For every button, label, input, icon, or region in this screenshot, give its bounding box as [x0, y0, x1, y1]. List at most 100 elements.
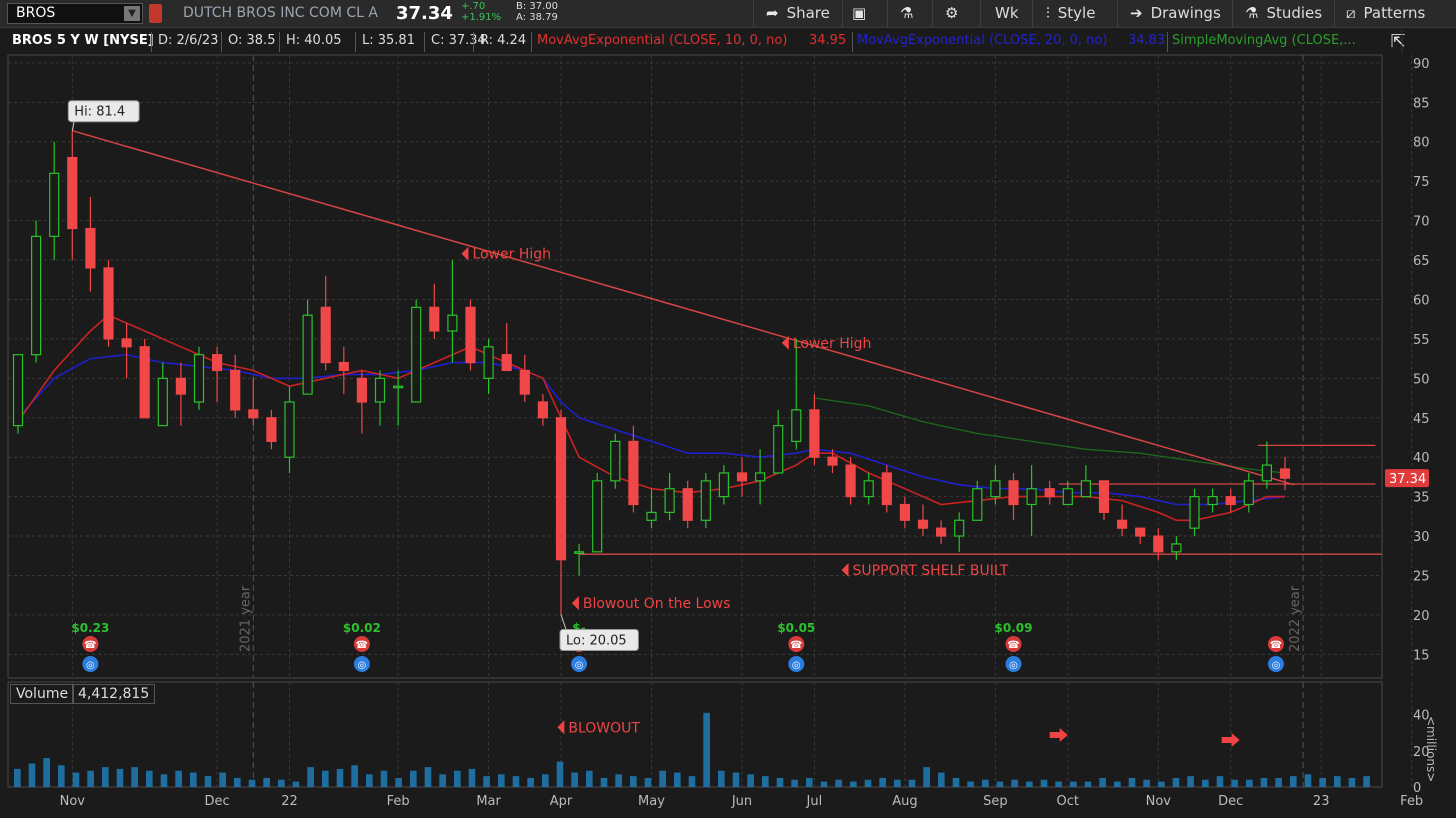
volume-bar: [996, 781, 1004, 787]
candle: [483, 338, 494, 395]
volume-bar: [1231, 779, 1238, 787]
y-tick-label: 35: [1413, 491, 1430, 506]
candle: [1098, 480, 1110, 521]
candle: [954, 512, 965, 552]
volume-bar: [732, 772, 740, 787]
camera-icon: ▣: [852, 4, 867, 22]
y-tick-label: 25: [1413, 569, 1430, 584]
candle-body: [1279, 468, 1291, 479]
share-label: Share: [786, 4, 830, 22]
dividend-label: $0.09: [995, 621, 1033, 635]
candle: [501, 323, 512, 372]
candle-body: [1062, 488, 1073, 506]
candle-body: [881, 472, 892, 506]
volume-bar: [1216, 776, 1224, 787]
last-price: 37.34: [396, 3, 453, 24]
volume-bar: [87, 770, 94, 787]
studies-button[interactable]: ⚗ Studies: [1245, 4, 1322, 24]
x-tick-label: Dec: [1218, 794, 1243, 809]
share-button[interactable]: ➦ Share: [766, 4, 830, 24]
ema10-study-label[interactable]: MovAvgExponential (CLOSE, 10, 0, no): [537, 33, 788, 48]
volume-bar: [556, 761, 564, 787]
volume-bar: [1187, 776, 1194, 787]
earnings-icon: [353, 656, 370, 672]
candle: [1171, 536, 1182, 560]
dividend-icon: [1005, 636, 1022, 652]
candle-body: [1189, 496, 1200, 529]
candle-body: [374, 377, 386, 403]
percent-change: +1.91%: [461, 12, 502, 23]
timeframe-button[interactable]: Wk: [995, 4, 1019, 24]
volume-bar: [1084, 781, 1092, 787]
link-group-icon[interactable]: [149, 4, 162, 23]
settings-button[interactable]: ⚙: [945, 4, 966, 24]
candle: [917, 504, 929, 537]
candle: [1189, 488, 1200, 537]
phone-icon: ☎: [1007, 640, 1019, 651]
x-tick-label: Feb: [387, 794, 410, 809]
pattern-icon: ⧄: [1346, 4, 1356, 22]
y-tick-label: 15: [1413, 648, 1430, 663]
studies-label: Studies: [1266, 4, 1323, 22]
y-tick-label: 20: [1413, 609, 1430, 624]
volume-bar: [1275, 777, 1282, 787]
volume-bar: [835, 779, 842, 787]
snapshot-button[interactable]: ▣: [852, 4, 874, 24]
candle: [809, 394, 820, 466]
candle: [1207, 488, 1218, 513]
patterns-button[interactable]: ⧄ Patterns: [1346, 4, 1425, 24]
volume-bar: [58, 765, 65, 787]
volume-bar: [366, 774, 373, 787]
sma-study-label[interactable]: SimpleMovingAvg (CLOSE,...: [1172, 33, 1356, 48]
candle-body: [1171, 543, 1182, 553]
candle: [284, 386, 295, 473]
earnings-icon: [1005, 656, 1022, 672]
candle-body: [1207, 496, 1218, 506]
candle: [791, 338, 802, 450]
ema20-study-label[interactable]: MovAvgExponential (CLOSE, 20, 0, no): [857, 33, 1108, 48]
earnings-icon: [1267, 656, 1284, 672]
candle: [610, 433, 621, 489]
candle: [845, 457, 856, 505]
chart-info-bar: BROS 5 Y W [NYSE] D: 2/6/23 O: 38.5 H: 4…: [6, 30, 1384, 54]
bid-ask: B: 37.00 A: 38.79: [516, 1, 558, 23]
volume-bar: [791, 779, 798, 787]
volume-bar: [1260, 777, 1268, 787]
candle-body: [899, 503, 911, 521]
style-button[interactable]: ⫶ Style: [1046, 4, 1095, 24]
volume-bar: [439, 774, 446, 787]
volume-bar: [468, 768, 476, 787]
volume-bar: [776, 777, 784, 787]
candle: [302, 299, 313, 395]
candle: [31, 220, 42, 363]
candle: [139, 338, 150, 419]
volume-label: Volume: [10, 684, 75, 704]
chevron-down-icon[interactable]: ▼: [124, 6, 140, 21]
volume-bar: [542, 774, 549, 787]
candle-body: [230, 369, 241, 411]
volume-bar: [1348, 777, 1356, 787]
callout-box: [67, 100, 140, 123]
candle-body: [827, 456, 838, 466]
y-tick-label: 50: [1413, 372, 1430, 387]
candle-body: [121, 338, 132, 348]
annotation-arrow-icon: [461, 246, 469, 261]
lab-button[interactable]: ⚗: [900, 4, 921, 24]
earnings-icon: [82, 656, 99, 672]
volume-bar: [1202, 779, 1209, 787]
volume-bar: [146, 770, 153, 787]
volume-bar: [1055, 781, 1062, 787]
drawings-button[interactable]: ➔ Drawings: [1130, 4, 1221, 24]
dividend-label: $0.23: [71, 621, 109, 635]
x-tick-label: Mar: [476, 794, 501, 809]
candle: [320, 275, 331, 371]
candle: [1080, 465, 1092, 498]
symbol-input[interactable]: BROS ▼: [7, 3, 143, 24]
y-tick-label: 90: [1413, 57, 1430, 72]
earnings-icon: [788, 656, 805, 672]
volume-units: <millions>: [1424, 716, 1438, 783]
candle-body: [139, 346, 150, 419]
dividend-icon: [82, 636, 99, 652]
volume-bar: [410, 770, 417, 787]
